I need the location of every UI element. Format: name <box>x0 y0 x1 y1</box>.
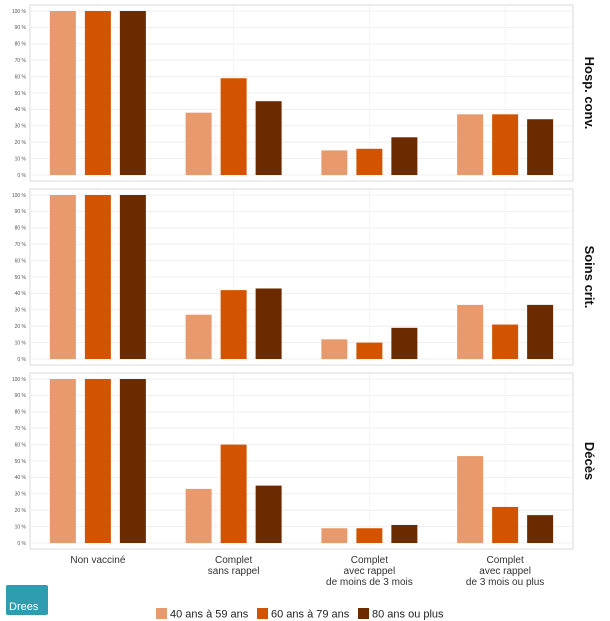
y-tick-label: 100 % <box>12 9 27 15</box>
legend-swatch <box>358 608 369 619</box>
y-tick-label: 20 % <box>15 140 27 146</box>
y-tick-label: 50 % <box>15 91 27 97</box>
bar <box>492 114 519 175</box>
y-tick-label: 70 % <box>15 242 27 248</box>
y-tick-label: 100 % <box>12 193 27 199</box>
legend-label: 60 ans à 79 ans <box>271 609 350 621</box>
legend-label: 80 ans ou plus <box>372 609 444 621</box>
bar <box>49 379 76 543</box>
bar <box>321 150 348 175</box>
bar <box>492 324 519 359</box>
bar <box>119 11 146 175</box>
bar <box>391 137 418 175</box>
legend-swatch <box>257 608 268 619</box>
y-tick-label: 40 % <box>15 475 27 481</box>
x-tick-label: Complet <box>351 555 388 566</box>
x-tick-label: sans rappel <box>208 566 260 577</box>
y-tick-label: 30 % <box>15 308 27 314</box>
legend-swatch <box>156 608 167 619</box>
y-tick-label: 90 % <box>15 393 27 399</box>
bar <box>356 148 383 175</box>
bar <box>321 339 348 359</box>
bar <box>255 288 282 359</box>
bar <box>492 506 519 543</box>
bar <box>220 290 247 359</box>
facet-label: Soins crit. <box>582 246 597 309</box>
facet-label: Hosp. conv. <box>582 57 597 130</box>
bar <box>356 342 383 359</box>
y-tick-label: 20 % <box>15 508 27 514</box>
y-tick-label: 80 % <box>15 226 27 232</box>
y-tick-label: 20 % <box>15 324 27 330</box>
y-tick-label: 80 % <box>15 410 27 416</box>
y-tick-label: 50 % <box>15 459 27 465</box>
bar <box>457 114 484 175</box>
y-tick-label: 60 % <box>15 258 27 264</box>
x-tick-label: avec rappel <box>344 566 396 577</box>
x-tick-label: avec rappel <box>479 566 531 577</box>
y-tick-label: 0 % <box>17 541 26 547</box>
y-tick-label: 90 % <box>15 25 27 31</box>
y-tick-label: 30 % <box>15 124 27 130</box>
y-tick-label: 40 % <box>15 107 27 113</box>
bar <box>391 524 418 543</box>
bar <box>119 195 146 359</box>
y-tick-label: 60 % <box>15 442 27 448</box>
y-tick-label: 50 % <box>15 275 27 281</box>
y-tick-label: 90 % <box>15 209 27 215</box>
bar <box>457 456 484 543</box>
x-tick-label: Complet <box>487 555 524 566</box>
bar <box>321 528 348 543</box>
y-tick-label: 100 % <box>12 377 27 383</box>
bar <box>391 327 418 359</box>
bar <box>84 195 111 359</box>
y-tick-label: 30 % <box>15 492 27 498</box>
bar <box>255 101 282 175</box>
bar <box>119 379 146 543</box>
y-tick-label: 0 % <box>17 357 26 363</box>
legend-label: 40 ans à 59 ans <box>170 609 249 621</box>
drees-logo: Drees <box>6 585 48 615</box>
bar <box>185 314 212 359</box>
y-tick-label: 40 % <box>15 291 27 297</box>
bar <box>527 119 554 175</box>
y-tick-label: 10 % <box>15 524 27 530</box>
bar <box>255 485 282 543</box>
x-tick-label: de 3 mois ou plus <box>466 577 544 588</box>
logo-text: Drees <box>9 601 39 613</box>
y-tick-label: 80 % <box>15 42 27 48</box>
bar <box>84 379 111 543</box>
facet-label: Décès <box>582 442 597 480</box>
bar <box>220 78 247 175</box>
bar <box>527 304 554 359</box>
bar <box>457 304 484 359</box>
bar <box>185 488 212 543</box>
bar <box>220 444 247 543</box>
bar <box>49 195 76 359</box>
x-tick-label: Non vacciné <box>70 555 125 566</box>
y-tick-label: 60 % <box>15 74 27 80</box>
y-tick-label: 10 % <box>15 156 27 162</box>
bar <box>356 528 383 543</box>
y-tick-label: 70 % <box>15 58 27 64</box>
bar <box>84 11 111 175</box>
bar <box>527 515 554 543</box>
y-tick-label: 0 % <box>17 173 26 179</box>
bar <box>49 11 76 175</box>
x-tick-label: Complet <box>215 555 252 566</box>
x-tick-label: de moins de 3 mois <box>326 577 413 588</box>
y-tick-label: 70 % <box>15 426 27 432</box>
bar <box>185 112 212 175</box>
y-tick-label: 10 % <box>15 340 27 346</box>
